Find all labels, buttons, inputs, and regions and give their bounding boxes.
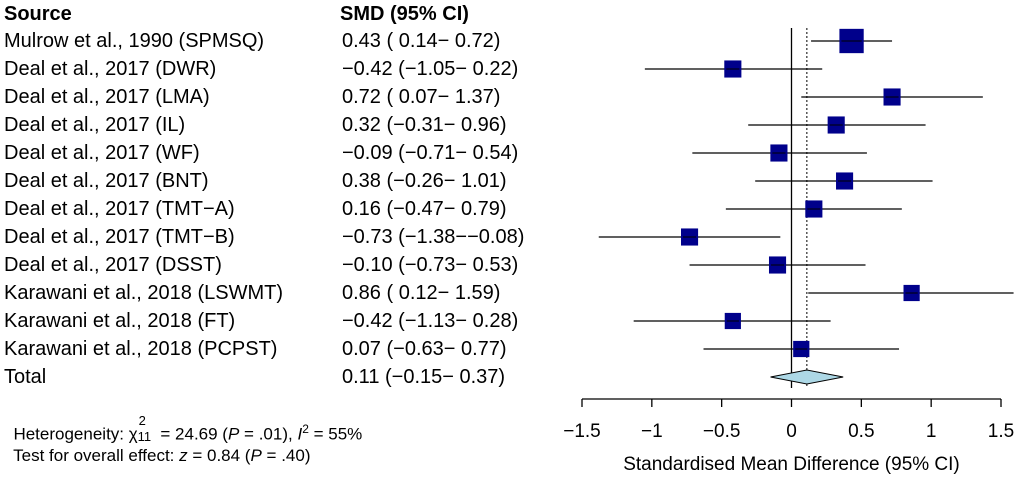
- het-p-label: P: [227, 424, 240, 444]
- study-source: Deal et al., 2017 (LMA): [4, 86, 210, 108]
- x-tick-label: −1: [641, 421, 663, 442]
- study-ci: −0.10 (−0.73− 0.53): [342, 254, 519, 276]
- study-source: Karawani et al., 2018 (PCPST): [4, 338, 278, 360]
- het-chi-sup: 2: [138, 413, 146, 428]
- study-ci: −0.73 (−1.38−−0.08): [342, 226, 525, 248]
- study-source: Karawani et al., 2018 (FT): [4, 310, 236, 332]
- total-ci: 0.11 (−0.15− 0.37): [342, 366, 506, 388]
- x-tick-label: 1: [926, 421, 937, 442]
- study-source: Mulrow et al., 1990 (SPMSQ): [4, 30, 265, 52]
- overall-z-label: z: [179, 446, 188, 465]
- study-source: Deal et al., 2017 (DWR): [4, 58, 217, 80]
- total-label: Total: [4, 366, 47, 388]
- study-source: Deal et al., 2017 (TMT−A): [4, 198, 235, 220]
- het-value: = 24.69 (: [155, 424, 228, 444]
- study-ci: −0.42 (−1.05− 0.22): [342, 58, 519, 80]
- study-ci: 0.32 (−0.31− 0.96): [342, 114, 507, 136]
- study-source: Deal et al., 2017 (IL): [4, 114, 186, 136]
- pooled-diamond: [770, 369, 844, 385]
- overall-p-value: = .40): [261, 446, 311, 465]
- study-source: Deal et al., 2017 (BNT): [4, 170, 209, 192]
- study-ci: −0.09 (−0.71− 0.54): [342, 142, 519, 164]
- study-ci: 0.43 ( 0.14− 0.72): [342, 30, 501, 52]
- smd-column-header: SMD (95% CI): [340, 3, 469, 25]
- study-ci: −0.42 (−1.13− 0.28): [342, 310, 519, 332]
- het-p-value: = .01),: [239, 424, 298, 444]
- x-tick-label: −0.5: [703, 421, 741, 442]
- x-tick-label: −1.5: [563, 421, 601, 442]
- overall-z-value: = 0.84 (: [187, 446, 251, 465]
- source-column-header: Source: [4, 3, 72, 25]
- study-ci: 0.86 ( 0.12− 1.59): [342, 282, 501, 304]
- x-axis-title: Standardised Mean Difference (95% CI): [623, 454, 960, 475]
- het-i-label: I: [297, 424, 303, 444]
- study-ci: 0.72 ( 0.07− 1.37): [342, 86, 501, 108]
- study-source: Deal et al., 2017 (WF): [4, 142, 200, 164]
- study-source: Deal et al., 2017 (DSST): [4, 254, 222, 276]
- study-ci: 0.16 (−0.47− 0.79): [342, 198, 507, 220]
- overall-prefix: Test for overall effect:: [13, 446, 180, 465]
- heterogeneity-prefix: Heterogeneity: χ: [13, 424, 138, 444]
- overall-p-label: P: [250, 446, 262, 465]
- x-tick-label: 1.5: [988, 421, 1014, 442]
- study-source: Karawani et al., 2018 (LSWMT): [4, 282, 283, 304]
- study-source: Deal et al., 2017 (TMT−B): [4, 226, 235, 248]
- heterogeneity-text: Heterogeneity: χ 2 11 = 24.69 (P = .01), I…: [4, 399, 362, 445]
- study-ci: 0.38 (−0.26− 1.01): [342, 170, 507, 192]
- x-tick-label: 0.5: [848, 421, 874, 442]
- het-i-sup: 2: [302, 422, 309, 436]
- het-chi-sub: 11: [137, 429, 152, 444]
- x-tick-label: 0: [786, 421, 797, 442]
- overall-effect-text: Test for overall effect: z = 0.84 (P = .…: [4, 426, 311, 466]
- study-ci: 0.07 (−0.63− 0.77): [342, 338, 507, 360]
- het-i-value: = 55%: [308, 424, 363, 444]
